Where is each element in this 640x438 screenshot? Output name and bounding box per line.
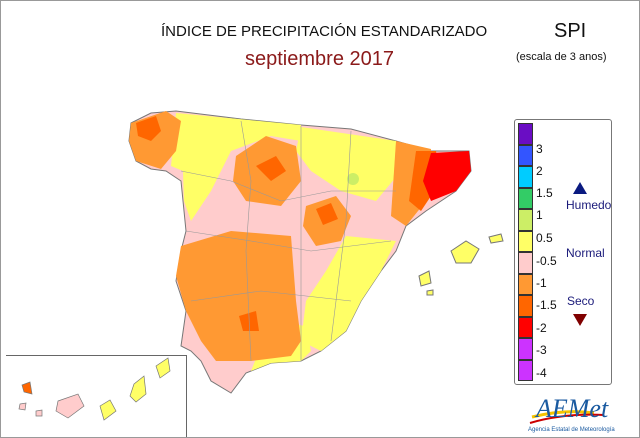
legend-swatch [518, 252, 533, 274]
legend-swatch [518, 166, 533, 188]
yellow-northeast [296, 127, 401, 201]
aemet-logo: AEMet Agencia Estatal de Meteorología [524, 389, 624, 435]
legend-label: 1.5 [536, 186, 553, 200]
legend-swatch [518, 359, 533, 381]
orange-west [176, 231, 301, 361]
seco-label: Seco [567, 294, 595, 308]
darkorange-madrid [316, 203, 338, 225]
legend-swatch [518, 273, 533, 295]
legend-label: 3 [536, 142, 543, 156]
legend-label: -1.5 [536, 298, 557, 312]
index-label: SPI [554, 20, 587, 42]
legend-label: -4 [536, 366, 547, 380]
legend-label: -3 [536, 343, 547, 357]
legend: 3 2 1.5 1 0.5 -0.5 -1 -1.5 -2 -3 -4 Hume… [514, 119, 612, 385]
legend-swatch [518, 338, 533, 360]
canary-islands-inset [6, 355, 187, 437]
humedo-label: Humedo [566, 198, 612, 212]
humedo-arrow-up-icon [573, 182, 587, 194]
legend-label: 1 [536, 208, 543, 222]
legend-swatch [518, 230, 533, 252]
province-borders [180, 120, 396, 362]
svg-text:AEMet: AEMet [534, 394, 609, 423]
legend-label: -0.5 [536, 254, 557, 268]
legend-label: 0.5 [536, 231, 553, 245]
legend-swatch [518, 316, 533, 338]
legend-swatch [518, 209, 533, 231]
svg-text:Agencia Estatal de Meteorologí: Agencia Estatal de Meteorología [528, 427, 615, 433]
balearic-islands [418, 233, 504, 296]
aemet-logo-graphic: AEMet Agencia Estatal de Meteorología [528, 394, 615, 433]
legend-label: -2 [536, 321, 547, 335]
seco-arrow-down-icon [573, 314, 587, 326]
red-catalonia [423, 151, 471, 201]
legend-swatch [518, 187, 533, 209]
darkorange-galicia [136, 116, 161, 141]
legend-label: 2 [536, 164, 543, 178]
legend-label: -1 [536, 276, 547, 290]
lightgreen-spot [347, 173, 359, 185]
normal-label: Normal [566, 246, 605, 260]
legend-swatch [518, 144, 533, 166]
darkorange-center [256, 156, 286, 181]
yellow-east [301, 236, 396, 351]
map-subtitle: septiembre 2017 [245, 48, 394, 70]
map-title: ÍNDICE DE PRECIPITACIÓN ESTANDARIZADO [161, 23, 488, 40]
scale-label: (escala de 3 anos) [516, 51, 607, 63]
yellow-north [171, 113, 301, 221]
legend-swatch [518, 295, 533, 317]
legend-swatch [518, 123, 533, 145]
canary-islands-map [18, 357, 171, 421]
